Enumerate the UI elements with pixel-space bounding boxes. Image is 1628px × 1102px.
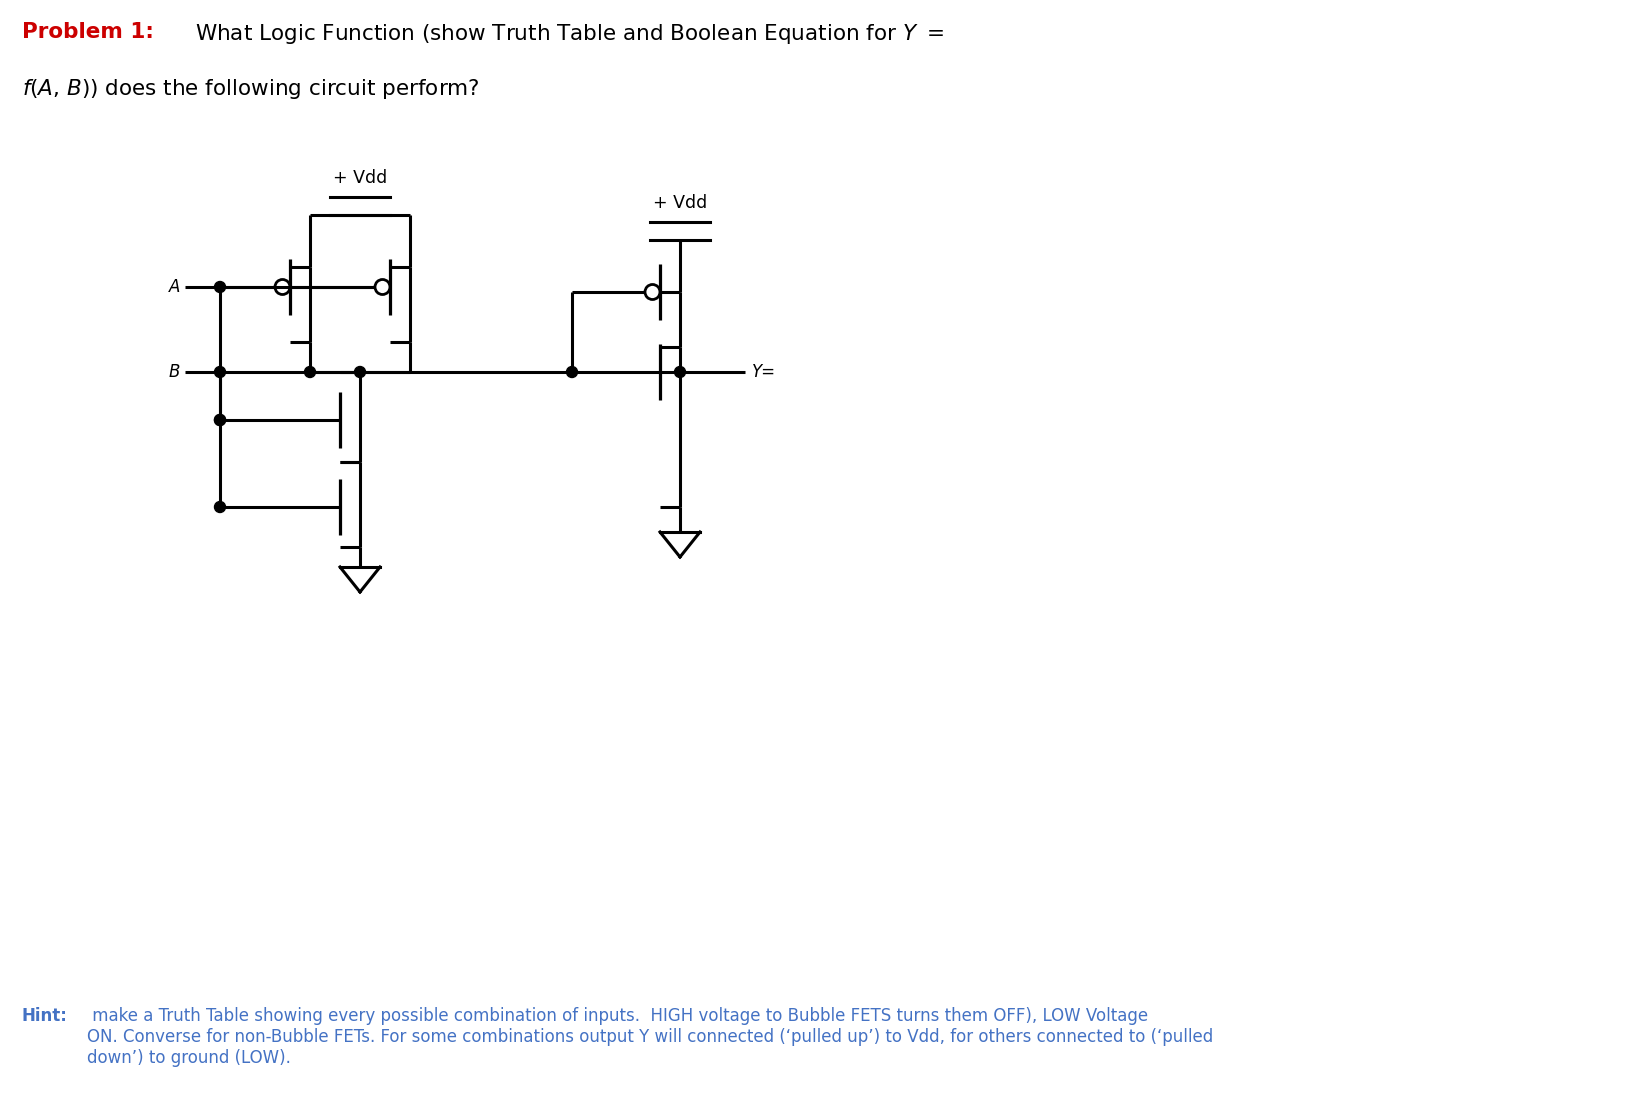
Circle shape: [215, 281, 226, 292]
Text: make a Truth Table showing every possible combination of inputs.  HIGH voltage t: make a Truth Table showing every possibl…: [86, 1007, 1213, 1067]
Text: Problem 1:: Problem 1:: [23, 22, 155, 42]
Circle shape: [355, 367, 366, 378]
Circle shape: [215, 414, 226, 425]
Circle shape: [215, 414, 226, 425]
Text: What Logic Function (show Truth Table and Boolean Equation for $\mathit{Y}\ =$: What Logic Function (show Truth Table an…: [195, 22, 944, 46]
Text: B: B: [169, 363, 181, 381]
Text: A: A: [169, 278, 181, 296]
Text: $\mathit{f}$($\mathit{A}$, $\mathit{B}$)) does the following circuit perform?: $\mathit{f}$($\mathit{A}$, $\mathit{B}$)…: [23, 77, 480, 101]
Circle shape: [215, 501, 226, 512]
Text: Hint:: Hint:: [23, 1007, 68, 1025]
Text: + Vdd: + Vdd: [332, 169, 387, 187]
Circle shape: [304, 367, 316, 378]
Text: Y=: Y=: [752, 363, 777, 381]
Text: + Vdd: + Vdd: [653, 194, 707, 212]
Circle shape: [215, 367, 226, 378]
Circle shape: [674, 367, 685, 378]
Circle shape: [567, 367, 578, 378]
